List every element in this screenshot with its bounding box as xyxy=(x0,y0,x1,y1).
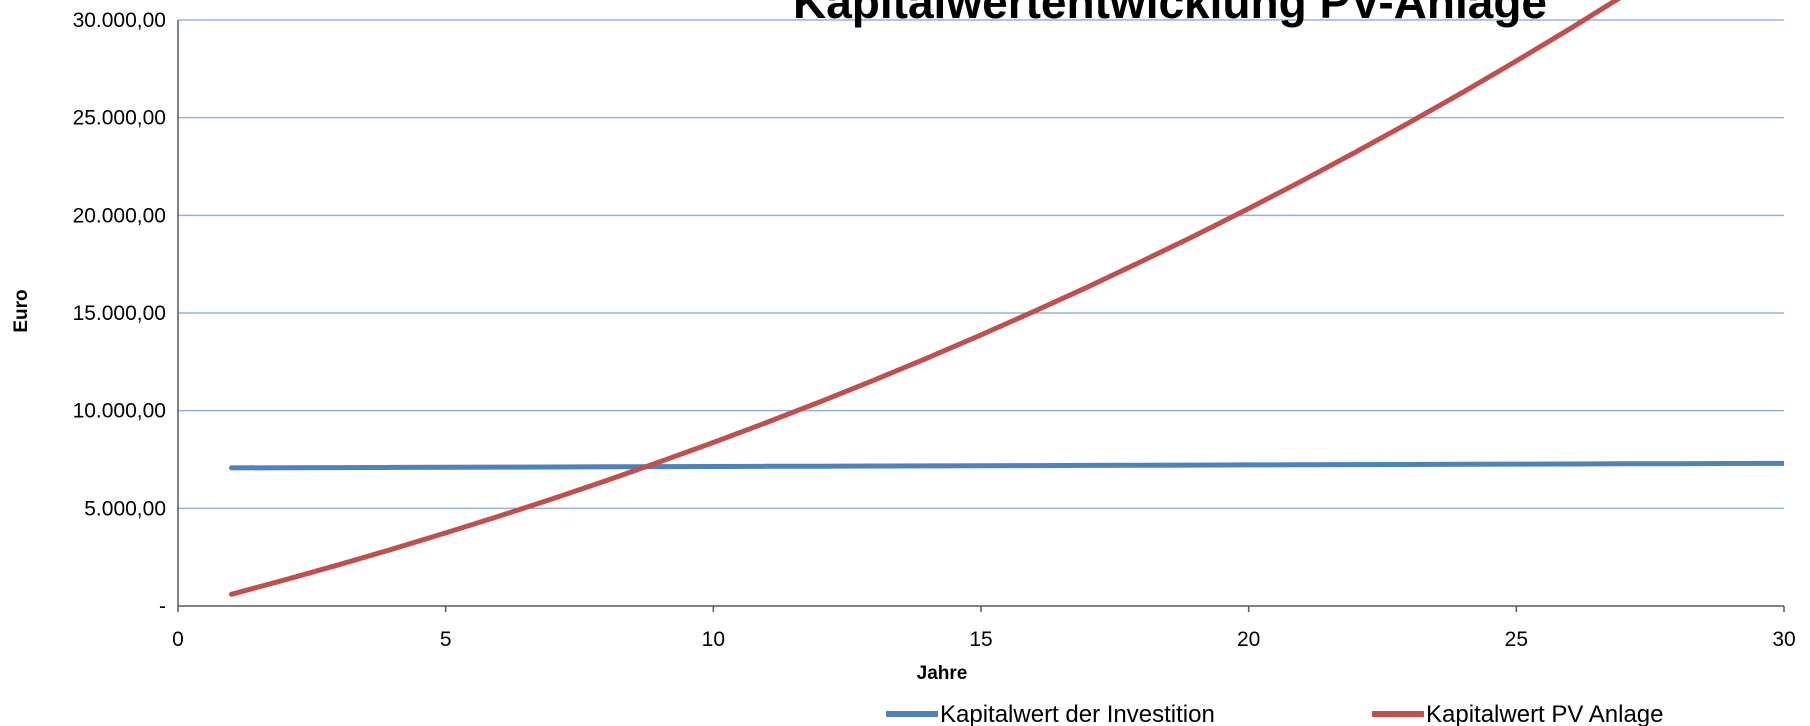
y-tick-label: 20.000,00 xyxy=(73,204,166,227)
x-tick-labels: 0 5 10 15 20 25 30 xyxy=(172,628,1796,651)
x-tick-label: 10 xyxy=(702,628,725,651)
legend: Kapitalwert der Investition Kapitalwert … xyxy=(886,701,1663,726)
y-tick-label: 15.000,00 xyxy=(73,302,166,325)
y-axis-title: Euro xyxy=(11,289,32,332)
chart-title: Kapitalwertentwicklung PV-Anlage xyxy=(793,0,1547,28)
series-lines xyxy=(229,0,1784,597)
y-tick-labels: - 5.000,00 10.000,00 15.000,00 20.000,00 25.0… xyxy=(73,9,166,618)
y-tick-label: - xyxy=(159,595,166,618)
x-tick-label: 15 xyxy=(969,628,992,651)
x-tick-label: 5 xyxy=(440,628,452,651)
x-tick-label: 20 xyxy=(1237,628,1260,651)
axes xyxy=(177,20,1785,612)
legend-label-investition: Kapitalwert der Investition xyxy=(940,701,1215,726)
y-tick-label: 10.000,00 xyxy=(73,400,166,423)
series-line-1 xyxy=(229,0,1622,597)
y-tick-label: 25.000,00 xyxy=(73,107,166,130)
series-line-0 xyxy=(229,460,1784,471)
x-tick-label: 30 xyxy=(1772,628,1795,651)
y-tick-label: 5.000,00 xyxy=(84,497,166,520)
legend-label-pv-anlage: Kapitalwert PV Anlage xyxy=(1426,701,1663,726)
gridlines xyxy=(178,19,1784,510)
y-tick-label: 30.000,00 xyxy=(73,9,166,32)
x-tick-label: 25 xyxy=(1505,628,1528,651)
x-axis-title: Jahre xyxy=(917,663,968,684)
x-tick-label: 0 xyxy=(172,628,184,651)
